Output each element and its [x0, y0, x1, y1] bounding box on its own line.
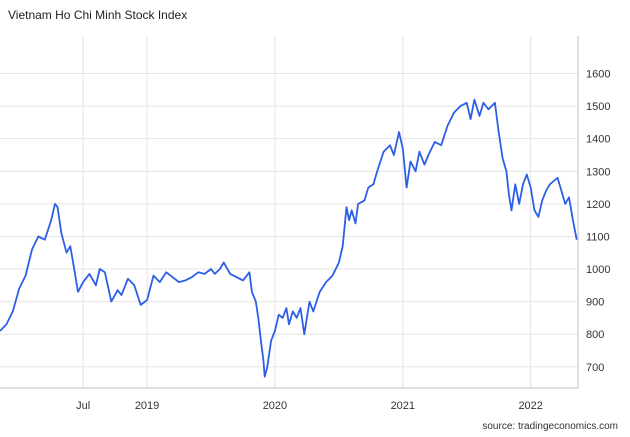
axes: [0, 36, 579, 389]
grid: [0, 36, 578, 388]
x-tick-label: 2022: [518, 400, 542, 412]
y-tick-label: 1400: [586, 134, 610, 146]
y-tick-label: 800: [586, 329, 604, 341]
y-tick-label: 1300: [586, 166, 610, 178]
y-tick-label: 1200: [586, 199, 610, 211]
x-tick-label: 2021: [391, 400, 415, 412]
series-line: [0, 98, 578, 378]
y-tick-label: 1100: [586, 231, 610, 243]
source-credit: source: tradingeconomics.com: [482, 421, 618, 432]
y-axis-labels: 700 800 900 1000 1100 1200 1300 1400 1500 1600: [586, 68, 610, 373]
x-tick-label: Jul: [76, 400, 90, 412]
x-tick-label: 2019: [135, 400, 159, 412]
chart-title: Vietnam Ho Chi Minh Stock Index: [8, 8, 188, 22]
y-tick-label: 1000: [586, 264, 610, 276]
y-tick-label: 900: [586, 297, 604, 309]
y-tick-label: 700: [586, 362, 604, 374]
y-tick-label: 1600: [586, 68, 610, 80]
y-tick-label: 1500: [586, 101, 610, 113]
x-tick-label: 2020: [263, 400, 287, 412]
x-axis-labels: Jul 2019 2020 2021 2022: [76, 400, 543, 412]
